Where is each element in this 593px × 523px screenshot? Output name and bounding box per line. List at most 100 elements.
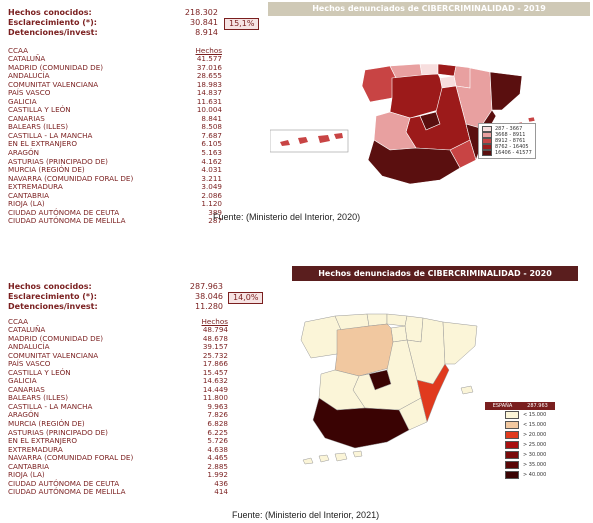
legend-item: > 35.000 [485, 460, 555, 470]
ccaa-name: COMUNITAT VALENCIANA [8, 79, 99, 89]
ccaa-name: BALEARS (ILLES) [8, 393, 68, 403]
table-row: EN EL EXTRANJERO 6.105 [8, 140, 238, 149]
table-row: PAÍS VASCO 17.866 [8, 360, 248, 369]
ccaa-name: NAVARRA (COMUNIDAD FORAL DE) [8, 453, 134, 463]
map-legend-2020: ESPAÑA 287.963 < 15.000 < 15.000 > 20.00… [485, 402, 555, 480]
summary-stats: Hechos conocidos: 218.302 Esclarecimient… [8, 8, 238, 38]
ccaa-name: ARAGÓN [8, 410, 40, 420]
ccaa-name: NAVARRA (COMUNIDAD FORAL DE) [8, 173, 134, 183]
ccaa-value: 17.866 [202, 359, 228, 369]
region-baleares [460, 385, 474, 395]
stat-value: 8.914 [195, 28, 218, 37]
spain-map-2019 [270, 63, 536, 185]
stat-value: 218.302 [184, 8, 218, 17]
table-row: NAVARRA (COMUNIDAD FORAL DE) 3.211 [8, 173, 238, 184]
ccaa-name: EN EL EXTRANJERO [8, 139, 78, 149]
ccaa-value: 6.828 [207, 419, 228, 429]
legend-item: < 15.000 [485, 410, 555, 420]
region-canarias [302, 457, 314, 465]
legend-label: 8912 - 8761 [495, 138, 526, 144]
table-row: NAVARRA (COMUNIDAD FORAL DE) 4.465 [8, 454, 248, 463]
ccaa-name: ANDALUCÍA [8, 342, 50, 352]
legend-item: > 25.000 [485, 440, 555, 450]
map-title: Hechos denunciados de CIBERCRIMINALIDAD … [292, 266, 578, 281]
ccaa-name: PAÍS VASCO [8, 88, 51, 98]
legend-item: 8912 - 8761 [482, 138, 532, 144]
ccaa-table: CCAA Hechos CATALUÑA 48.794 MADRID (COMUNI… [8, 317, 248, 497]
legend-label: 16406 - 41577 [495, 150, 532, 156]
ccaa-table: CCAA Hechos CATALUÑA 41.577 MADRID (COMUNI… [8, 46, 238, 226]
table-row: RIOJA (LA) 1.992 [8, 471, 248, 480]
legend-label: > 20.000 [523, 432, 547, 438]
ccaa-name: CATALUÑA [8, 325, 46, 334]
ccaa-name: RIOJA (LA) [8, 470, 45, 480]
clearance-percentage: 15,1% [224, 18, 260, 30]
ccaa-value: 389 [208, 207, 222, 217]
legend-swatch [482, 144, 492, 150]
region-canarias [334, 133, 343, 139]
ccaa-name: CIUDAD AUTÓNOMA DE MELILLA [8, 216, 126, 226]
ccaa-value: 1.120 [201, 199, 222, 209]
ccaa-value: 18.983 [196, 79, 222, 89]
legend-swatch [482, 126, 492, 132]
ccaa-value: 9.963 [207, 401, 228, 411]
ccaa-name: EXTREMADURA [8, 444, 63, 454]
ccaa-name: CASTILLA - LA MANCHA [8, 401, 93, 411]
region-pais-vasco [386, 313, 408, 327]
stat-value: 30.841 [190, 18, 218, 27]
ccaa-value: 14.449 [202, 384, 228, 394]
table-row: CIUDAD AUTÓNOMA DE CEUTA 389 [8, 207, 238, 218]
table-row: MURCIA (REGIÓN DE) 4.031 [8, 166, 238, 175]
stat-label: Esclarecimiento (*): [8, 292, 97, 301]
ccaa-name: MURCIA (REGIÓN DE) [8, 165, 85, 175]
region-galicia [300, 315, 342, 359]
table-row: CANARIAS 14.449 [8, 384, 248, 395]
clearance-percentage: 14,0% [228, 292, 264, 304]
table-row: COMUNITAT VALENCIANA 18.983 [8, 79, 238, 90]
legend-header-value: 287.963 [527, 403, 548, 409]
region-canarias [298, 137, 308, 144]
ccaa-value: 5.163 [201, 148, 222, 158]
legend-label: > 40.000 [523, 472, 547, 478]
map-title: Hechos denunciados de CIBERCRIMINALIDAD … [268, 2, 590, 16]
ccaa-value: 4.162 [201, 156, 222, 166]
legend-swatch [505, 461, 519, 469]
ccaa-value: 436 [214, 478, 228, 488]
region-andalucia [367, 139, 461, 185]
region-cataluna [489, 71, 523, 111]
table-row: MURCIA (REGIÓN DE) 6.828 [8, 419, 248, 429]
ccaa-name: ASTURIAS (PRINCIPADO DE) [8, 156, 108, 166]
stat-row: Esclarecimiento (*): 38.046 [8, 292, 238, 302]
region-canarias [352, 450, 363, 458]
table-row: ARAGÓN 5.163 [8, 148, 238, 158]
table-row: EXTREMADURA 3.049 [8, 183, 238, 192]
ccaa-name: CANARIAS [8, 113, 45, 123]
ccaa-value: 7.687 [201, 130, 222, 140]
table-header: CCAA Hechos [8, 317, 248, 326]
ccaa-value: 11.631 [196, 96, 222, 106]
legend-swatch [482, 150, 492, 156]
ccaa-value: 4.465 [207, 453, 228, 463]
region-canarias [280, 140, 290, 146]
ccaa-name: RIOJA (LA) [8, 199, 45, 209]
ccaa-name: COMUNITAT VALENCIANA [8, 350, 99, 360]
table-row: CANTABRIA 2.086 [8, 191, 238, 201]
region-canarias [318, 135, 330, 143]
ccaa-name: ASTURIAS (PRINCIPADO DE) [8, 427, 108, 437]
source-caption: Fuente: (Ministerio del Interior, 2021) [232, 510, 380, 520]
region-castilla-leon [389, 73, 443, 119]
ccaa-name: ANDALUCÍA [8, 71, 50, 81]
ccaa-value: 15.457 [202, 367, 228, 377]
legend-item: < 15.000 [485, 420, 555, 430]
ccaa-name: MURCIA (REGIÓN DE) [8, 419, 85, 429]
table-row: CATALUÑA 48.794 [8, 325, 248, 335]
table-row: ANDALUCÍA 28.655 [8, 72, 238, 81]
region-andalucia [312, 397, 410, 449]
table-row: COMUNITAT VALENCIANA 25.732 [8, 350, 248, 361]
ccaa-name: PAÍS VASCO [8, 359, 51, 369]
legend-label: < 15.000 [523, 412, 547, 418]
legend-item: 8762 - 16405 [482, 144, 532, 150]
ccaa-value: 39.157 [202, 342, 228, 352]
table-row: CIUDAD AUTÓNOMA DE MELILLA 414 [8, 488, 248, 497]
ccaa-name: CANTABRIA [8, 461, 50, 471]
